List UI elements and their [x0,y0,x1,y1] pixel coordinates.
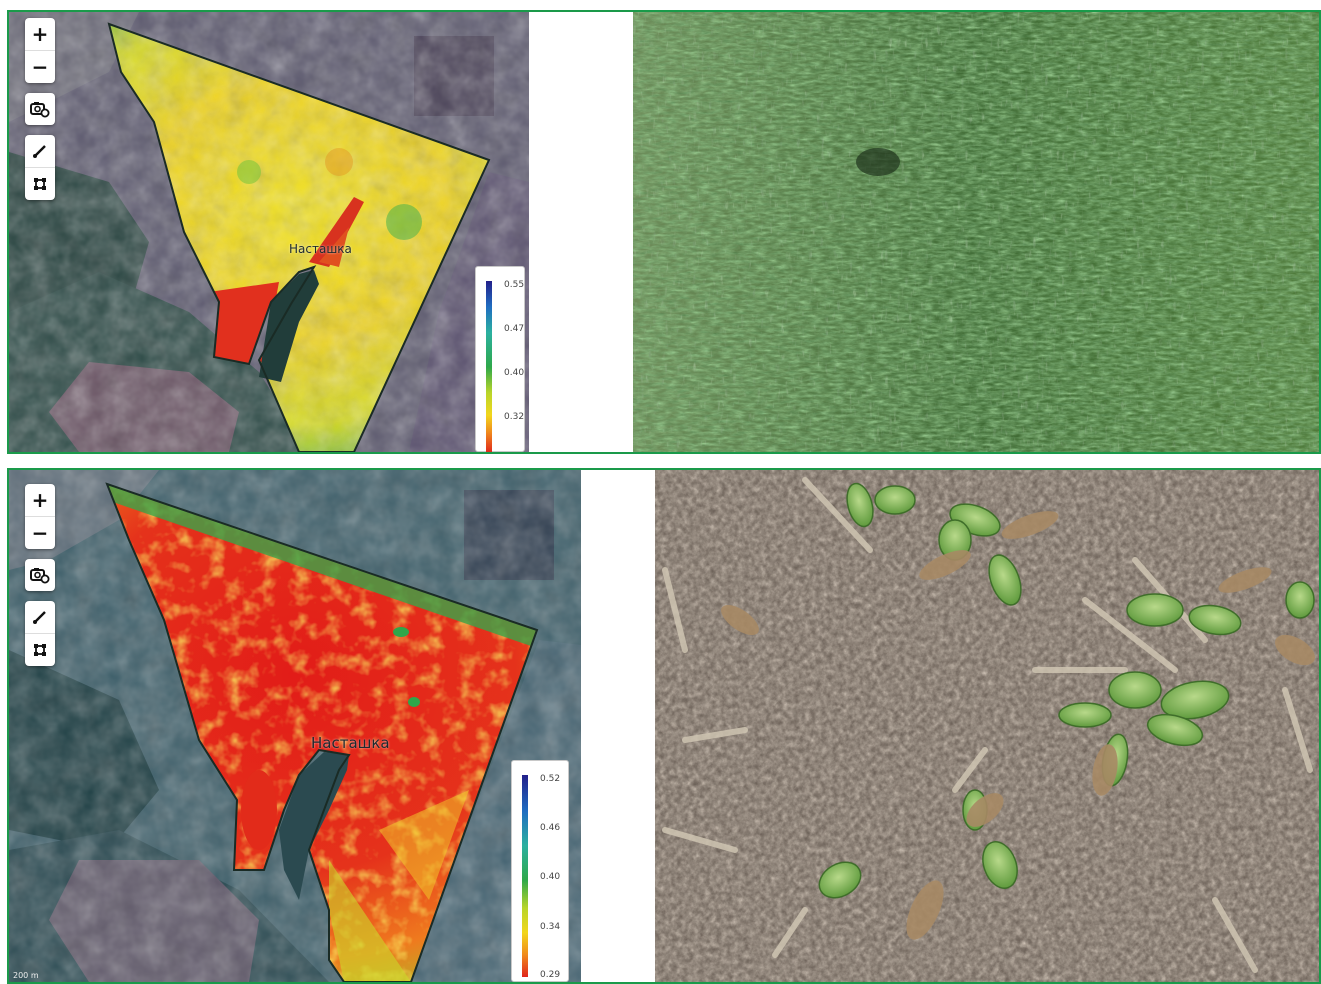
legend-tick: 0.55 [504,280,525,290]
legend-color-bar [522,775,528,977]
ruler-button[interactable] [25,135,55,167]
ndvi-legend: 0.52 0.46 0.40 0.34 0.29 [511,760,569,982]
legend-tick: 0.32 [504,412,525,422]
map-scale-label: 200 m [13,971,39,980]
ruler-button[interactable] [25,601,55,633]
legend-tick: 0.29 [540,970,561,980]
ndvi-map-bottom[interactable]: Насташка 200 m + − [9,470,581,982]
comparison-panel-bottom: Насташка 200 m + − [7,468,1321,984]
zoom-in-button[interactable]: + [31,22,49,46]
field-name-label: Насташка [289,242,352,256]
legend-tick: 0.40 [540,872,561,882]
map-toolbar: + − [25,18,55,200]
ruler-icon [33,611,46,624]
camera-settings-icon [30,568,50,584]
field-name-label: Насташка [311,734,390,752]
camera-settings-icon [30,102,50,118]
zoom-out-button[interactable]: − [25,516,55,549]
legend-tick: 0.40 [504,368,525,378]
area-select-icon [34,644,46,656]
legend-tick: 0.47 [504,324,525,334]
crop-photo-bottom [655,470,1319,982]
legend-tick: 0.34 [540,922,561,932]
layer-controls [25,93,55,125]
crop-photo-top [633,12,1319,452]
camera-settings-button[interactable] [25,559,55,591]
legend-tick: 0.52 [540,774,561,784]
zoom-controls: + − [25,484,55,549]
area-select-icon [34,178,46,190]
ndvi-map-bottom-canvas [9,470,581,982]
camera-settings-button[interactable] [25,93,55,125]
zoom-controls: + − [25,18,55,83]
legend-color-bar [486,281,492,452]
ndvi-map-top[interactable]: Насташка + − [9,12,529,452]
area-select-button[interactable] [25,167,55,200]
legend-tick: 0.46 [540,823,561,833]
zoom-in-button[interactable]: + [31,488,49,512]
zoom-out-button[interactable]: − [25,50,55,83]
soil-seedlings-image [655,470,1319,982]
ndvi-legend: 0.55 0.47 0.40 0.32 [475,266,525,452]
layer-controls [25,559,55,591]
ndvi-map-top-canvas [9,12,529,452]
ruler-icon [33,145,46,158]
grass-crop-image [633,12,1319,452]
map-toolbar: + − [25,484,55,666]
measure-controls [25,601,55,666]
measure-controls [25,135,55,200]
area-select-button[interactable] [25,633,55,666]
comparison-panel-top: Насташка + − [7,10,1321,454]
